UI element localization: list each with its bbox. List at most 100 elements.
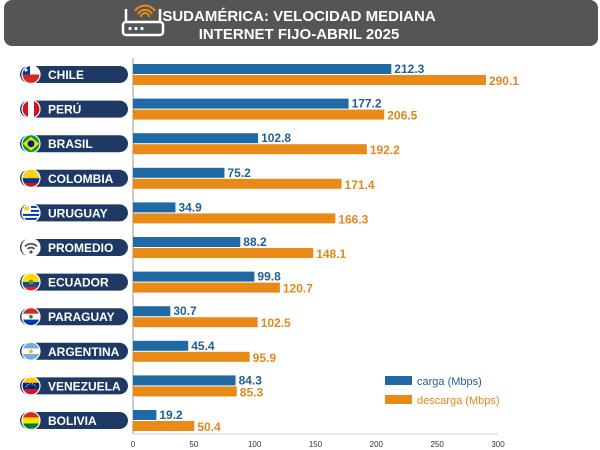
- bar-descarga: [133, 109, 385, 120]
- bar-carga: [133, 410, 157, 420]
- row-promedio: PROMEDIO 88.2 148.1: [20, 235, 347, 261]
- bar-carga: [133, 306, 171, 317]
- value-label-descarga: 95.9: [253, 351, 277, 365]
- row-paraguay: PARAGUAY 30.7 102.5: [20, 304, 291, 330]
- value-label-carga: 177.2: [352, 97, 382, 111]
- category-label: URUGUAY: [48, 206, 108, 220]
- row-bolivia: BOLIVIA 19.2 50.4: [20, 408, 221, 434]
- category-pill: [20, 342, 128, 360]
- value-label-descarga: 171.4: [345, 178, 375, 192]
- category-pill: [20, 412, 128, 429]
- value-label-carga: 84.3: [239, 373, 263, 387]
- bar-descarga: [133, 351, 250, 362]
- category-pill: [20, 169, 128, 187]
- header-title-line2: INTERNET FIJO-ABRIL 2025: [199, 26, 400, 43]
- bar-carga: [133, 375, 236, 386]
- flag-paraguay-icon: [21, 307, 41, 327]
- x-tick-label: 150: [309, 440, 323, 449]
- bar-descarga: [133, 421, 195, 431]
- bar-descarga: [133, 248, 314, 258]
- row-argentina: ARGENTINA 45.4 95.9: [20, 339, 276, 365]
- bar-descarga: [133, 178, 342, 189]
- category-label: PARAGUAY: [48, 310, 115, 324]
- value-label-descarga: 206.5: [387, 109, 417, 123]
- value-label-carga: 34.9: [178, 200, 202, 214]
- value-label-carga: 88.2: [243, 235, 267, 249]
- row-uruguay: URUGUAY 34.9 166.3: [20, 200, 369, 226]
- bar-carga: [133, 340, 189, 351]
- legend-swatch-descarga: [385, 395, 412, 404]
- category-pill: [20, 273, 128, 291]
- category-pill: [20, 135, 128, 153]
- bar-carga: [133, 98, 349, 109]
- wifi-icon: [21, 237, 41, 258]
- x-tick-label: 0: [131, 440, 136, 449]
- category-label: VENEZUELA: [48, 379, 121, 393]
- category-pill: [20, 204, 128, 222]
- flag-bolivia-icon: [21, 410, 41, 431]
- category-label: PROMEDIO: [48, 241, 113, 255]
- value-label-carga: 75.2: [227, 166, 251, 180]
- legend-swatch-carga: [385, 376, 412, 385]
- router-wifi-icon: [121, 4, 165, 37]
- bar-descarga: [133, 386, 237, 397]
- legend-label-descarga: descarga (Mbps): [417, 395, 500, 407]
- category-label: PERÚ: [48, 102, 81, 117]
- legend-label-carga: carga (Mbps): [417, 376, 482, 388]
- flag-uruguay-icon: [21, 203, 41, 223]
- value-label-descarga: 102.5: [261, 316, 291, 330]
- bar-descarga: [133, 213, 336, 224]
- value-label-carga: 19.2: [159, 408, 183, 422]
- x-tick-label: 200: [370, 440, 384, 449]
- value-label-descarga: 120.7: [283, 282, 313, 296]
- bar-carga: [133, 237, 241, 247]
- value-label-descarga: 85.3: [240, 385, 264, 399]
- flag-argentina-icon: [21, 341, 41, 361]
- value-label-carga: 99.8: [257, 270, 281, 284]
- category-label: ECUADOR: [48, 276, 109, 290]
- value-label-descarga: 192.2: [370, 143, 400, 157]
- category-label: ARGENTINA: [48, 345, 120, 359]
- row-brasil: BRASIL 102.8 192.2: [20, 131, 400, 157]
- value-label-carga: 212.3: [394, 62, 424, 76]
- category-pill: [20, 377, 128, 395]
- row-venezuela: VENEZUELA 84.385.3: [20, 373, 263, 399]
- x-tick-label: 50: [189, 440, 198, 449]
- category-label: BRASIL: [48, 137, 93, 151]
- header-title-line1: SUDAMÉRICA: VELOCIDAD MEDIANA: [162, 8, 436, 25]
- category-pill: [20, 308, 128, 326]
- row-perú: PERÚ 177.2 206.5: [20, 97, 418, 123]
- flag-colombia-icon: [21, 168, 41, 188]
- x-tick-label: 100: [248, 440, 262, 449]
- flag-brasil-icon: [21, 134, 41, 154]
- row-colombia: COLOMBIA 75.2 171.4: [20, 166, 375, 192]
- category-pill: [20, 239, 128, 256]
- bar-descarga: [133, 75, 486, 85]
- value-label-descarga: 148.1: [316, 247, 346, 261]
- x-tick-label: 250: [430, 440, 444, 449]
- x-tick-label: 300: [491, 440, 505, 449]
- category-label: COLOMBIA: [48, 172, 114, 186]
- category-label: BOLIVIA: [48, 414, 97, 428]
- category-pill: [20, 66, 128, 83]
- bar-carga: [133, 167, 225, 178]
- value-label-descarga: 166.3: [338, 212, 368, 226]
- value-label-descarga: 290.1: [489, 74, 519, 88]
- legend: carga (Mbps) descarga (Mbps): [385, 376, 500, 407]
- value-label-carga: 30.7: [173, 304, 197, 318]
- bar-carga: [133, 271, 255, 282]
- bar-descarga: [133, 282, 280, 293]
- bar-descarga: [133, 144, 367, 155]
- row-chile: CHILE 212.3 290.1: [20, 62, 519, 88]
- bar-carga: [133, 64, 392, 74]
- bar-descarga: [133, 317, 258, 328]
- bar-carga: [133, 202, 176, 213]
- flag-ecuador-icon: [21, 272, 41, 292]
- flag-peru-icon: [21, 99, 41, 119]
- flag-venezuela-icon: [21, 376, 41, 396]
- category-label: CHILE: [48, 68, 84, 82]
- value-label-descarga: 50.4: [197, 420, 221, 434]
